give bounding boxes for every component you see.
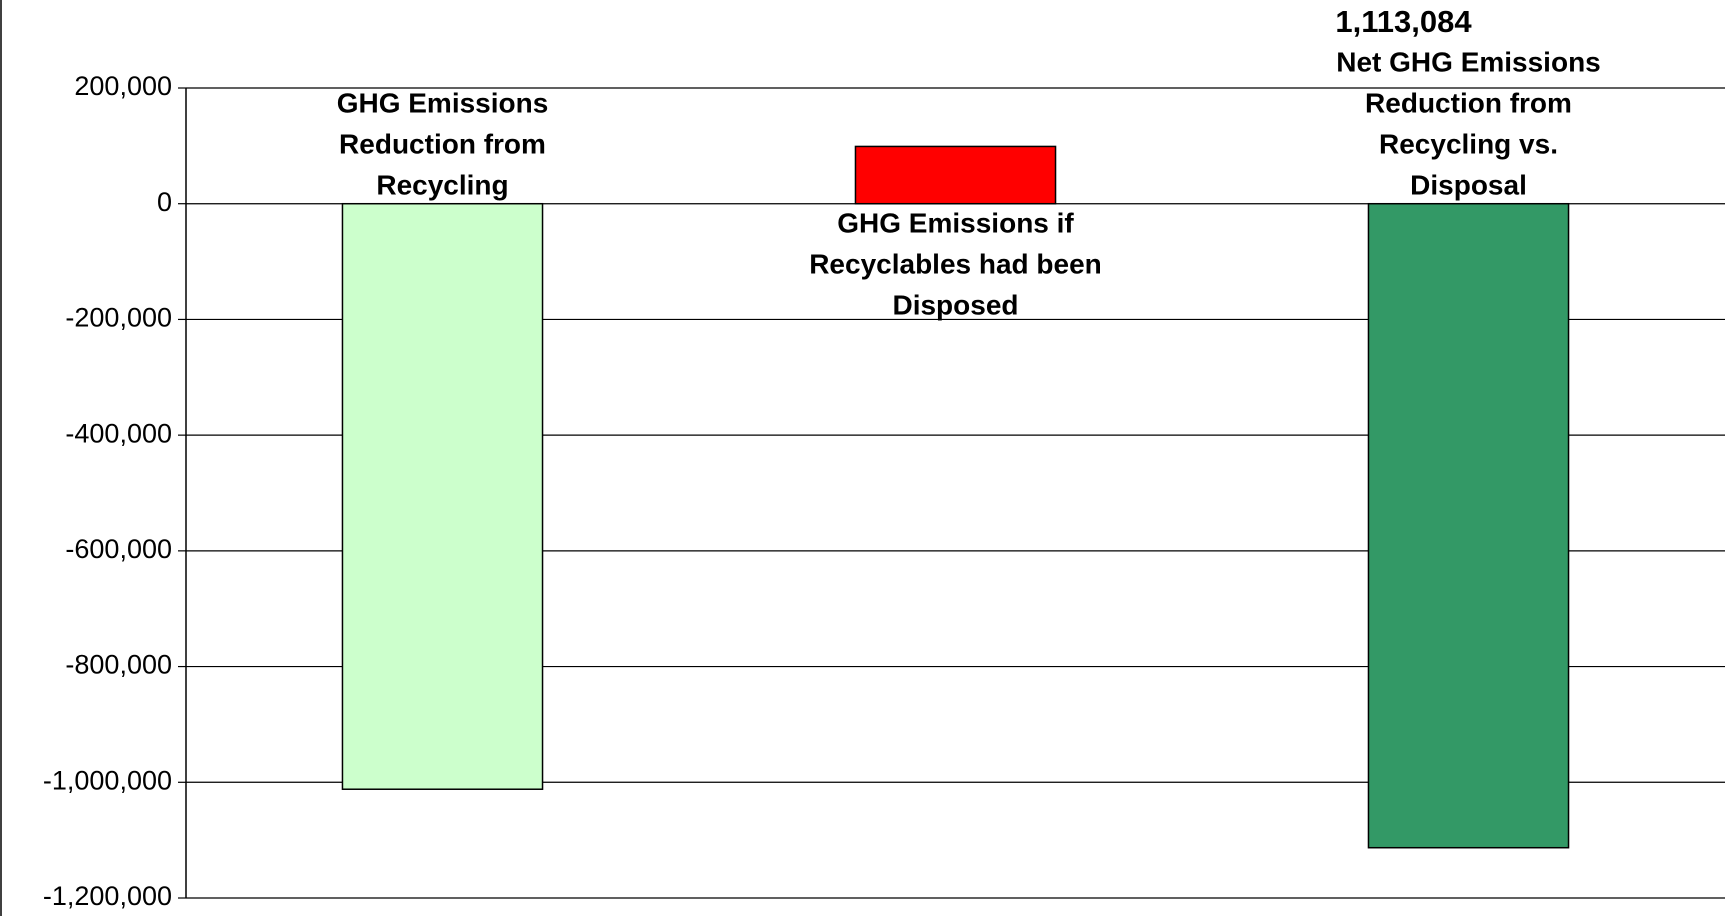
category-label-line: Recyclables had been — [809, 249, 1102, 280]
y-tick-label: -400,000 — [65, 418, 172, 448]
y-tick-label: -800,000 — [65, 650, 172, 680]
category-label-line: Reduction from — [1365, 88, 1572, 119]
y-tick-label: -1,000,000 — [43, 765, 172, 795]
y-tick-label: 0 — [157, 187, 172, 217]
y-tick-label: -1,200,000 — [43, 881, 172, 911]
category-label: Net GHG Emissions Reduction from Recycling… — [1336, 47, 1601, 201]
category-label-line: Disposed — [892, 290, 1018, 321]
category-label-line: Recycling — [376, 170, 508, 201]
y-tick-label: -200,000 — [65, 303, 172, 333]
bar — [854, 145, 1057, 205]
value-label: 1,113,084 — [1335, 4, 1472, 39]
bar — [1367, 202, 1570, 849]
category-label-line: GHG Emissions — [337, 88, 549, 119]
y-tick-label: 200,000 — [74, 71, 172, 101]
category-label-line: Reduction from — [339, 129, 546, 160]
category-label-line: Disposal — [1410, 170, 1527, 201]
category-label-line: Recycling vs. — [1379, 129, 1558, 160]
category-label-line: Net GHG Emissions — [1336, 47, 1601, 78]
y-tick-label: -600,000 — [65, 534, 172, 564]
category-label: GHG Emissions Reduction from Recycling — [337, 88, 549, 201]
bar — [341, 202, 544, 790]
category-label: GHG Emissions if Recyclables had been Disp… — [809, 208, 1102, 321]
category-label-line: GHG Emissions if — [837, 208, 1074, 239]
